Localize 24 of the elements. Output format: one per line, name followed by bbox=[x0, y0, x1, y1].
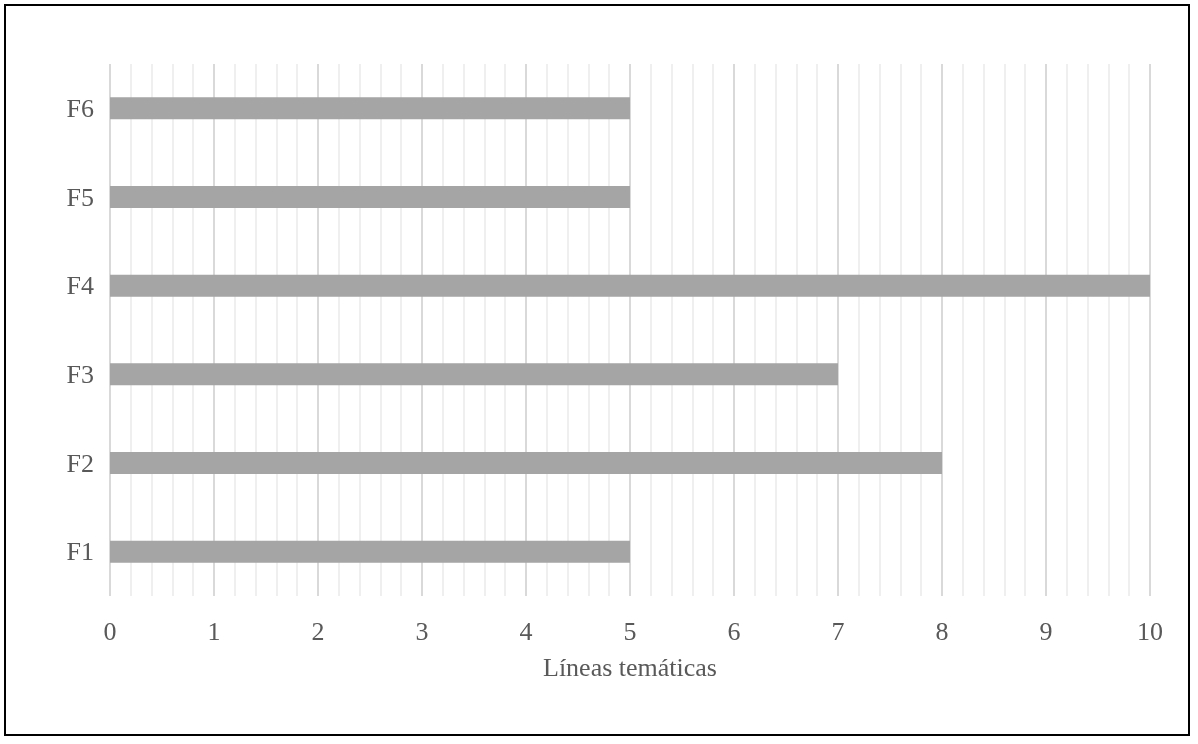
bar bbox=[110, 452, 942, 474]
x-tick-label: 5 bbox=[623, 616, 637, 646]
x-axis-title: Líneas temáticas bbox=[543, 652, 717, 682]
x-tick-label: 7 bbox=[831, 616, 845, 646]
y-tick-label: F6 bbox=[66, 93, 94, 123]
bar bbox=[110, 274, 1150, 297]
x-tick-label: 4 bbox=[519, 616, 533, 646]
x-tick-label: 1 bbox=[207, 616, 221, 646]
y-tick-label: F1 bbox=[66, 537, 94, 567]
x-tick-label: 9 bbox=[1039, 616, 1053, 646]
bar bbox=[110, 540, 630, 563]
x-tick-label: 2 bbox=[311, 616, 325, 646]
y-tick-label: F2 bbox=[66, 448, 94, 478]
bar bbox=[110, 97, 630, 120]
y-tick-label: F3 bbox=[66, 359, 94, 389]
y-tick-label: F4 bbox=[66, 271, 94, 301]
y-tick-label: F5 bbox=[66, 182, 94, 212]
x-tick-label: 3 bbox=[415, 616, 429, 646]
x-tick-label: 0 bbox=[103, 616, 117, 646]
x-tick-label: 8 bbox=[935, 616, 949, 646]
bar bbox=[110, 363, 838, 386]
x-tick-label: 6 bbox=[727, 616, 741, 646]
bar bbox=[110, 186, 630, 208]
x-tick-label: 10 bbox=[1137, 616, 1163, 646]
